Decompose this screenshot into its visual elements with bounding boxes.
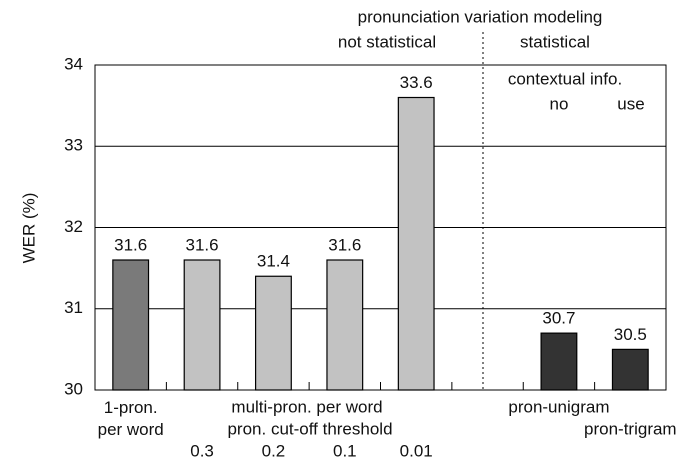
x-tick-label: pron-trigram (584, 419, 677, 438)
x-tick-label: 1-pron. per word (97, 398, 164, 439)
value-label: 31.6 (186, 235, 219, 254)
annotation: not statistical (338, 32, 436, 51)
x-tick-label: 0.1 (333, 441, 357, 460)
bar (183, 259, 221, 391)
y-tick-label: 34 (64, 54, 83, 73)
y-tick-label: 32 (64, 217, 83, 236)
value-label: 31.6 (328, 235, 361, 254)
annotation: use (617, 94, 644, 113)
annotation: pronunciation variation modeling (358, 7, 603, 26)
bar (112, 259, 150, 391)
annotation: statistical (520, 32, 590, 51)
bar (326, 259, 364, 391)
value-label: 30.5 (614, 325, 647, 344)
annotation: contextual info. (508, 69, 622, 88)
annotation: multi-pron. per word (231, 397, 382, 416)
bar (254, 275, 292, 391)
annotation: pron. cut-off threshold (227, 419, 392, 438)
value-label: 33.6 (400, 73, 433, 92)
value-label: 30.7 (542, 309, 575, 328)
x-tick-label: 0.01 (400, 441, 433, 460)
y-tick-label: 30 (64, 379, 83, 398)
y-tick-label: 31 (64, 298, 83, 317)
y-axis-label: WER (%) (19, 193, 38, 264)
y-tick-label: 33 (64, 136, 83, 155)
bar (397, 96, 435, 391)
x-tick-label: 0.3 (190, 441, 214, 460)
annotation: no (550, 94, 569, 113)
value-label: 31.6 (114, 235, 147, 254)
x-tick-label: pron-unigram (508, 397, 609, 416)
bar (611, 348, 649, 391)
bar (540, 332, 578, 391)
x-tick-label: 0.2 (262, 441, 286, 460)
value-label: 31.4 (257, 252, 290, 271)
